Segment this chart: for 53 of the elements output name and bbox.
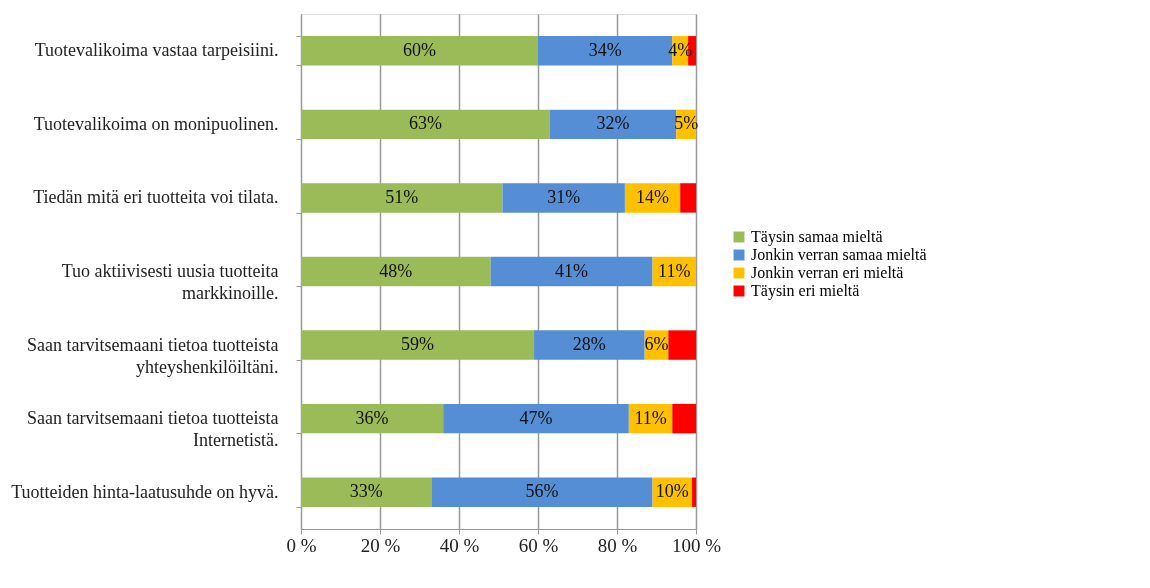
- y-tick-label: Tuotevalikoima vastaa tarpeisiini.: [34, 40, 279, 61]
- data-label: 34%: [588, 39, 622, 60]
- y-tick-label: Tiedän mitä eri tuotteita voi tilata.: [33, 187, 279, 208]
- bar: [668, 330, 696, 360]
- data-label: 60%: [403, 39, 436, 60]
- data-label: 11%: [658, 260, 691, 281]
- data-label: 33%: [349, 481, 383, 502]
- bar: [301, 109, 550, 140]
- bar: [301, 330, 535, 360]
- bar: [301, 183, 503, 213]
- bar: [301, 256, 491, 287]
- x-tick-label: 100 %: [671, 534, 722, 556]
- legend-label: Jonkin verran eri mieltä: [751, 264, 904, 281]
- bar: [502, 183, 625, 213]
- data-label: 28%: [572, 334, 606, 355]
- x-tick-label: 40 %: [439, 534, 480, 556]
- data-label: 6%: [644, 334, 669, 355]
- bar: [549, 109, 677, 140]
- data-label: 32%: [596, 113, 630, 134]
- bar: [490, 256, 653, 287]
- y-tick-label: Saan tarvitsemaani tietoa tuotteista yhteyshenkilöiltäni.: [27, 334, 279, 377]
- data-label: 14%: [636, 186, 670, 207]
- y-tick-label: Saan tarvitsemaani tietoa tuotteista Internetistä.: [27, 408, 279, 451]
- data-label: 56%: [525, 481, 559, 502]
- y-tick-label: Tuotevalikoima on monipuolinen.: [33, 113, 279, 134]
- x-tick-label: 0 %: [286, 534, 317, 556]
- data-label: 41%: [555, 260, 589, 281]
- data-label: 48%: [379, 260, 413, 281]
- bar: [443, 403, 629, 434]
- data-label: 63%: [408, 113, 442, 134]
- data-label: 11%: [634, 407, 667, 428]
- bar: [672, 403, 696, 434]
- data-label: 59%: [401, 334, 435, 355]
- y-tick-label: Tuotteiden hinta-laatusuhde on hyvä.: [11, 481, 279, 502]
- bar: [301, 403, 444, 434]
- data-label: 47%: [519, 407, 553, 428]
- x-tick-label: 80 %: [597, 534, 638, 556]
- y-tick-label: Tuo aktiivisesti uusia tuotteita markkinoille.: [61, 261, 279, 303]
- bar: [301, 36, 538, 66]
- data-label: 36%: [355, 407, 389, 428]
- data-label: 51%: [385, 186, 419, 207]
- bar: [692, 477, 696, 507]
- data-label: 10%: [655, 481, 689, 502]
- bar: [680, 183, 696, 213]
- legend-label: Täysin eri mieltä: [751, 282, 860, 300]
- bar: [301, 477, 432, 507]
- bar: [431, 477, 653, 507]
- legend-label: Jonkin verran samaa mieltä: [751, 246, 927, 263]
- data-label: 31%: [547, 186, 581, 207]
- legend-label: Täysin samaa mieltä: [751, 228, 883, 246]
- x-tick-label: 20 %: [360, 534, 401, 556]
- bar: [534, 330, 645, 360]
- x-tick-label: 60 %: [518, 534, 559, 556]
